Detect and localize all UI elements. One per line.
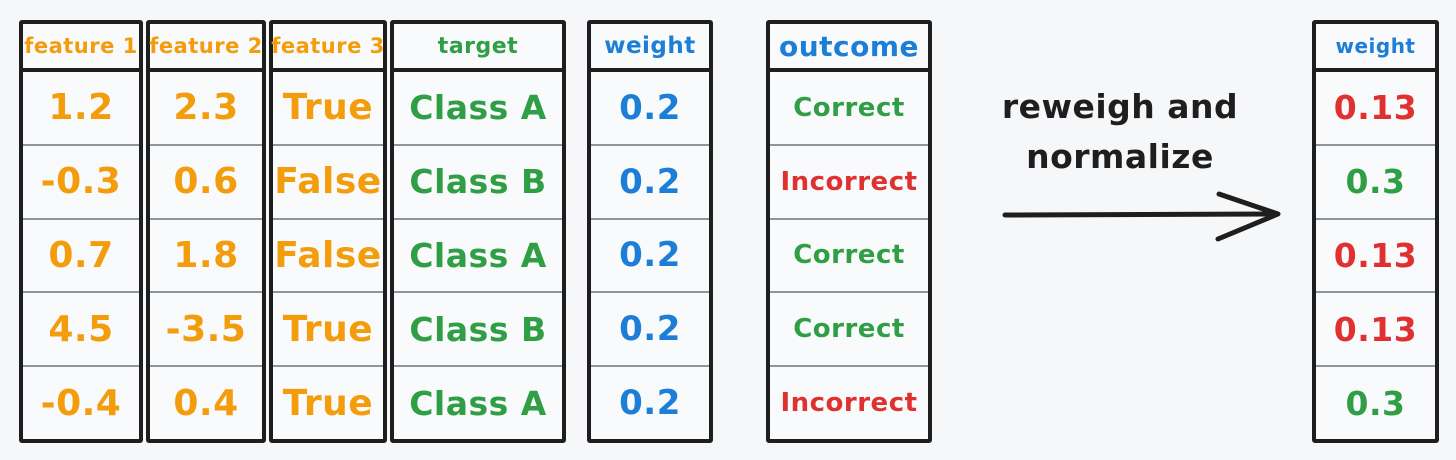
annotation-label: reweigh and normalize: [975, 82, 1265, 181]
feature-3-cell-2: False: [273, 143, 383, 218]
weight-after-cell-4: 0.13: [1316, 291, 1435, 365]
feature-3-cell-4: True: [273, 291, 383, 365]
target-cell-3: Class A: [394, 217, 562, 292]
weight-before-cell-3: 0.2: [591, 217, 709, 292]
feature-3-cell-5: True: [273, 365, 383, 439]
table-column-target: target Class A Class B Class A Class B Class …: [390, 20, 566, 443]
feature-1-cell-3: 0.7: [23, 217, 139, 292]
target-cell-4: Class B: [394, 291, 562, 365]
feature-1-cell-4: 4.5: [23, 291, 139, 365]
feature-1-cell-5: -0.4: [23, 365, 139, 439]
weight-after-header: weight: [1316, 24, 1435, 72]
table-column-weight-before: weight 0.2 0.2 0.2 0.2 0.2: [587, 20, 713, 443]
weight-before-cell-1: 0.2: [619, 87, 681, 128]
weight-after-cell-5: 0.3: [1316, 365, 1435, 439]
weight-after-cell-1: 0.13: [1333, 88, 1418, 128]
feature-2-cell-4: -3.5: [150, 291, 262, 365]
feature-2-cell-1: 2.3: [173, 87, 239, 129]
feature-1-cell-1: 1.2: [48, 87, 114, 129]
annotation-line-1: reweigh and: [1001, 87, 1239, 126]
weight-before-cell-5: 0.2: [591, 365, 709, 439]
weight-before-header: weight: [591, 24, 709, 72]
outcome-cell-1: Correct: [793, 92, 905, 123]
table-column-outcome: outcome Correct Incorrect Correct Correct Inc…: [766, 20, 932, 443]
outcome-cell-3: Correct: [770, 217, 928, 292]
annotation-line-2: normalize: [1026, 136, 1214, 176]
target-cell-1: Class A: [409, 88, 547, 128]
target-cell-2: Class B: [394, 143, 562, 218]
table-column-feature-3: feature 3 True False False True True: [269, 20, 387, 443]
weight-before-cell-4: 0.2: [591, 291, 709, 365]
target-header: target: [394, 24, 562, 72]
feature-2-cell-3: 1.8: [150, 217, 262, 292]
table-column-feature-1: feature 1 1.2 -0.3 0.7 4.5 -0.4: [19, 20, 143, 443]
table-column-weight-after: weight 0.13 0.3 0.13 0.13 0.3: [1312, 20, 1439, 443]
feature-1-header: feature 1: [23, 24, 139, 72]
feature-3-header: feature 3: [271, 24, 384, 72]
target-cell-5: Class A: [394, 365, 562, 439]
outcome-cell-2: Incorrect: [770, 143, 928, 218]
feature-2-cell-5: 0.4: [150, 365, 262, 439]
feature-3-cell-3: False: [273, 217, 383, 292]
weight-after-cell-3: 0.13: [1316, 217, 1435, 292]
right-arrow-icon: [1000, 188, 1290, 246]
table-column-feature-2: feature 2 2.3 0.6 1.8 -3.5 0.4: [146, 20, 266, 443]
weight-before-cell-2: 0.2: [591, 143, 709, 218]
feature-2-header: feature 2: [149, 24, 262, 72]
feature-2-cell-2: 0.6: [150, 143, 262, 218]
feature-3-cell-1: True: [282, 87, 374, 129]
feature-1-cell-2: -0.3: [23, 143, 139, 218]
weight-after-cell-2: 0.3: [1316, 143, 1435, 218]
outcome-header: outcome: [770, 24, 928, 72]
outcome-cell-5: Incorrect: [770, 365, 928, 439]
outcome-cell-4: Correct: [770, 291, 928, 365]
